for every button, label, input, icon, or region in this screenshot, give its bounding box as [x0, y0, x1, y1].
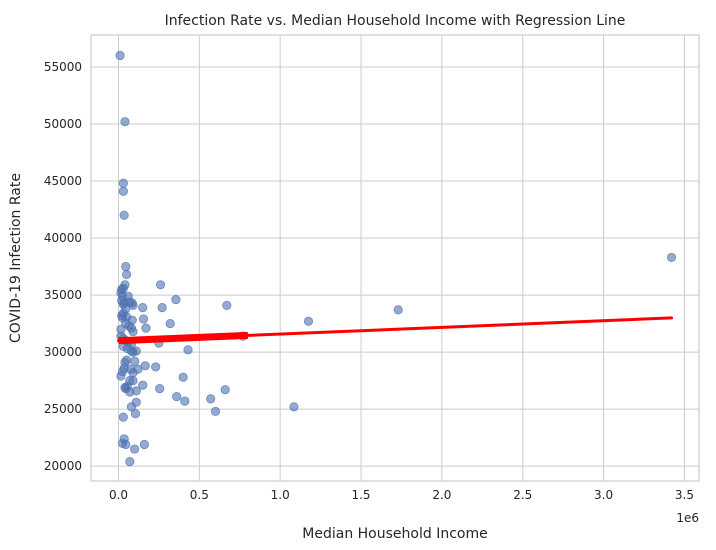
scatter-point: [128, 326, 138, 337]
scatter-point: [155, 384, 165, 394]
scatter-point: [183, 345, 193, 355]
y-tick-label: 20000: [44, 459, 82, 473]
plot-area: 0.0 0.5 1.0 1.5 2.0 2.5 3.0 3.5 20000 25000 30000 3…: [44, 34, 700, 502]
scatter-point: [121, 439, 131, 450]
scatter-point: [118, 186, 128, 196]
y-tick-label: 55000: [44, 60, 82, 74]
x-tick-label: 0.5: [190, 488, 209, 502]
scatter-point: [119, 210, 129, 220]
axes-frame: [90, 34, 700, 482]
scatter-point: [139, 439, 149, 450]
x-axis-label: Median Household Income: [302, 526, 487, 542]
scatter-point: [138, 380, 148, 390]
scatter-point: [130, 444, 140, 454]
scatter-point: [121, 269, 132, 280]
scatter-point: [222, 300, 232, 310]
scatter-point: [130, 356, 140, 366]
scatter-point: [125, 457, 135, 467]
scatter-point: [157, 303, 167, 313]
scatter-point: [120, 117, 130, 127]
scatter-point: [128, 300, 138, 310]
scatter-point: [138, 303, 148, 313]
scatter-point: [118, 178, 128, 188]
scatter-point: [115, 50, 125, 61]
scatter-point: [289, 402, 299, 412]
scatter-point: [206, 394, 216, 404]
scatter-point: [393, 305, 403, 315]
scatter-point: [210, 406, 221, 417]
scatter-point: [121, 261, 131, 272]
scatter-point: [128, 376, 138, 386]
scatter-point: [133, 364, 143, 374]
scatter-point: [165, 318, 175, 329]
y-tick-label: 45000: [44, 174, 82, 188]
scatter-point: [151, 362, 161, 372]
scatter-point: [303, 316, 314, 326]
x-tick-label: 2.5: [513, 488, 532, 502]
chart-title: Infection Rate vs. Median Household Inco…: [165, 13, 626, 29]
scatter-point: [155, 280, 166, 290]
scatter-point: [140, 361, 150, 371]
scatter-point: [172, 391, 182, 402]
scatter-point: [171, 295, 181, 305]
scatter-point: [666, 252, 677, 263]
scatter-point: [178, 372, 188, 382]
scatter-point: [141, 323, 151, 333]
scatter-point: [118, 412, 128, 422]
scatter-point: [138, 314, 149, 324]
y-tick-label: 35000: [44, 288, 82, 302]
x-tick-label: 3.5: [675, 488, 694, 502]
x-tick-label: 1.5: [351, 488, 370, 502]
x-tick-label: 3.0: [594, 488, 613, 502]
scatter-point: [220, 385, 230, 395]
y-axis-label: COVID-19 Infection Rate: [8, 173, 24, 343]
x-tick-label: 2.0: [432, 488, 451, 502]
scatter-point: [131, 397, 141, 407]
scatter-point: [131, 386, 141, 396]
scatter-point: [130, 409, 141, 419]
x-tick-label: 0.0: [109, 488, 128, 502]
y-tick-label: 40000: [44, 231, 82, 245]
x-tick-label: 1.0: [271, 488, 290, 502]
scatter-point: [121, 355, 132, 365]
regression-line-dense-segment: [118, 331, 248, 345]
y-tick-label: 30000: [44, 345, 82, 359]
scatter-point: [128, 347, 138, 357]
scatter-point: [180, 396, 190, 406]
axes-background: [91, 35, 699, 481]
x-axis-offset-label: 1e6: [676, 511, 699, 525]
y-tick-label: 25000: [44, 402, 82, 416]
y-tick-label: 50000: [44, 117, 82, 131]
